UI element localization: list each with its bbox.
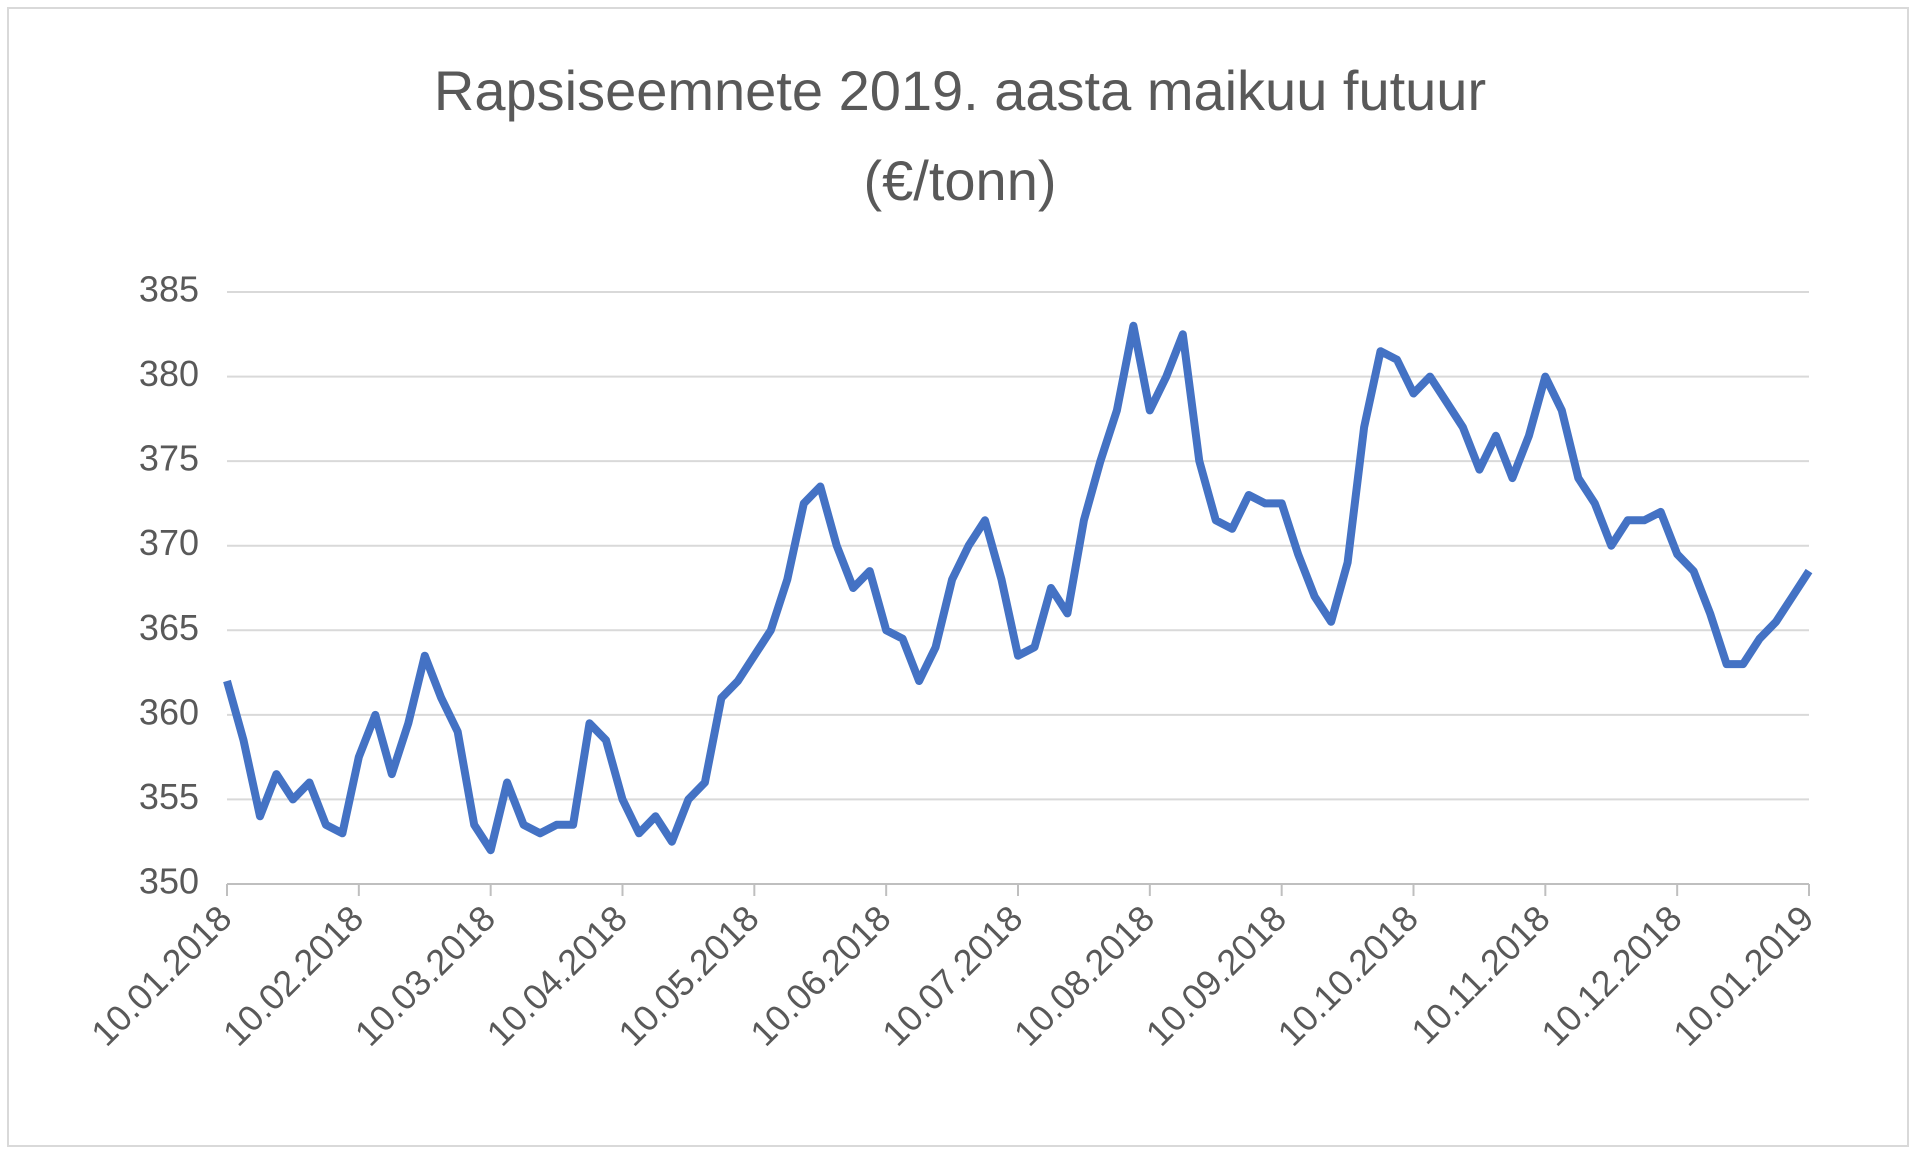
y-tick-label: 385 — [139, 269, 199, 310]
y-tick-label: 375 — [139, 438, 199, 479]
y-tick-label: 360 — [139, 691, 199, 732]
data-line — [223, 321, 1813, 855]
y-tick-label: 355 — [139, 776, 199, 817]
y-tick-label: 380 — [139, 353, 199, 394]
chart-title: (€/tonn) — [864, 149, 1057, 212]
y-tick-label: 365 — [139, 607, 199, 648]
chart-frame — [7, 7, 1909, 1147]
y-tick-label: 350 — [139, 861, 199, 902]
chart-title: Rapsiseemnete 2019. aasta maikuu futuur — [434, 59, 1486, 122]
y-tick-label: 370 — [139, 522, 199, 563]
